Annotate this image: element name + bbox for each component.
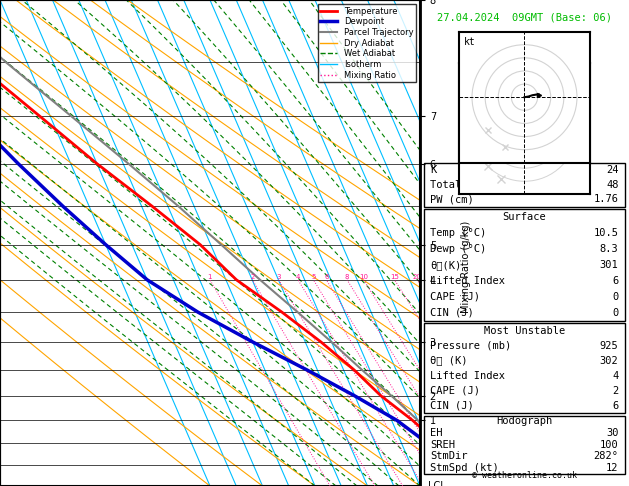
Text: 5: 5 xyxy=(311,274,316,280)
Bar xyxy=(424,323,625,413)
Text: kt: kt xyxy=(464,37,476,47)
Bar xyxy=(424,163,625,207)
Text: Lifted Index: Lifted Index xyxy=(430,276,506,286)
Text: PW (cm): PW (cm) xyxy=(430,194,474,204)
Text: 10: 10 xyxy=(359,274,368,280)
Text: Totals Totals: Totals Totals xyxy=(430,180,512,190)
Text: CIN (J): CIN (J) xyxy=(430,308,474,318)
Text: 6: 6 xyxy=(612,276,618,286)
Bar xyxy=(424,416,625,474)
Text: 4: 4 xyxy=(612,371,618,381)
Bar xyxy=(424,209,625,321)
Text: Temp (°C): Temp (°C) xyxy=(430,228,487,238)
Text: 20: 20 xyxy=(413,274,421,280)
Text: © weatheronline.co.uk: © weatheronline.co.uk xyxy=(472,471,577,480)
Text: 8.3: 8.3 xyxy=(600,244,618,254)
Text: 301: 301 xyxy=(600,260,618,270)
Text: 302: 302 xyxy=(600,356,618,365)
Text: 48: 48 xyxy=(606,180,618,190)
Text: 15: 15 xyxy=(390,274,399,280)
Text: Lifted Index: Lifted Index xyxy=(430,371,506,381)
Text: 0: 0 xyxy=(612,308,618,318)
Text: 100: 100 xyxy=(600,440,618,450)
Text: 925: 925 xyxy=(600,341,618,351)
Text: 1.76: 1.76 xyxy=(594,194,618,204)
Text: Hodograph: Hodograph xyxy=(496,417,553,426)
Text: CIN (J): CIN (J) xyxy=(430,400,474,411)
Text: 0: 0 xyxy=(612,292,618,302)
Text: Mixing Ratio (g/kg): Mixing Ratio (g/kg) xyxy=(461,221,471,313)
Text: 4: 4 xyxy=(296,274,300,280)
Text: EH: EH xyxy=(430,428,443,438)
Text: 24: 24 xyxy=(606,165,618,175)
Text: 2: 2 xyxy=(612,385,618,396)
Text: CAPE (J): CAPE (J) xyxy=(430,385,481,396)
Text: StmSpd (kt): StmSpd (kt) xyxy=(430,463,499,473)
Text: CAPE (J): CAPE (J) xyxy=(430,292,481,302)
Text: 27.04.2024  09GMT (Base: 06): 27.04.2024 09GMT (Base: 06) xyxy=(437,12,612,22)
Text: 12: 12 xyxy=(606,463,618,473)
Text: K: K xyxy=(430,165,437,175)
Text: kt: kt xyxy=(463,67,474,77)
Text: 2: 2 xyxy=(250,274,255,280)
Text: 6: 6 xyxy=(324,274,328,280)
Text: Dewp (°C): Dewp (°C) xyxy=(430,244,487,254)
Text: 30: 30 xyxy=(606,428,618,438)
Text: Surface: Surface xyxy=(503,212,547,222)
Text: θᴇ(K): θᴇ(K) xyxy=(430,260,462,270)
Text: θᴇ (K): θᴇ (K) xyxy=(430,356,468,365)
Text: Most Unstable: Most Unstable xyxy=(484,326,565,336)
Text: StmDir: StmDir xyxy=(430,451,468,461)
Text: Pressure (mb): Pressure (mb) xyxy=(430,341,512,351)
Text: 8: 8 xyxy=(345,274,349,280)
Text: 1: 1 xyxy=(208,274,212,280)
Legend: Temperature, Dewpoint, Parcel Trajectory, Dry Adiabat, Wet Adiabat, Isotherm, Mi: Temperature, Dewpoint, Parcel Trajectory… xyxy=(318,4,416,82)
Text: 3: 3 xyxy=(276,274,281,280)
Text: 282°: 282° xyxy=(594,451,618,461)
Text: SREH: SREH xyxy=(430,440,455,450)
Text: 6: 6 xyxy=(612,400,618,411)
Text: 10.5: 10.5 xyxy=(594,228,618,238)
Text: LCL: LCL xyxy=(428,481,446,486)
